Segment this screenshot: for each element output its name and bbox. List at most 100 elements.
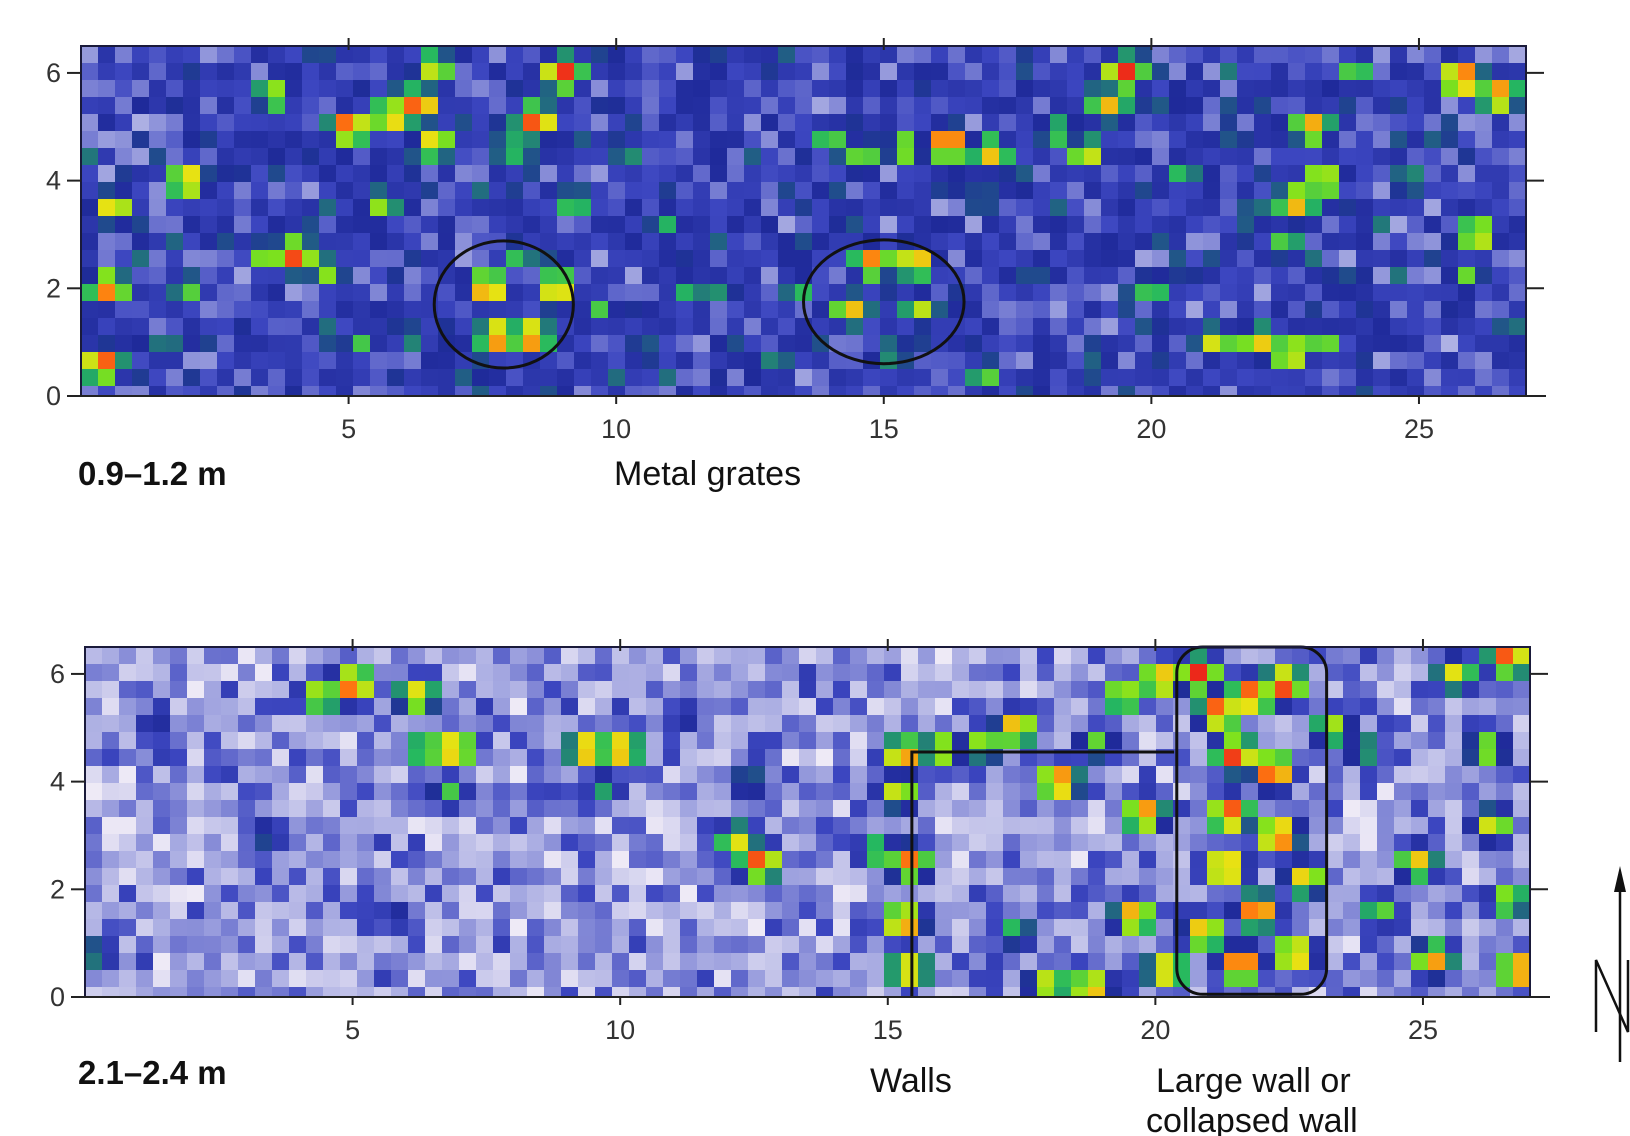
heatmap-cell xyxy=(306,647,324,665)
heatmap-cell xyxy=(625,284,643,302)
heatmap-cell xyxy=(1122,800,1140,818)
heatmap-cell xyxy=(646,749,664,767)
heatmap-cell xyxy=(1390,165,1408,183)
heatmap-cell xyxy=(608,216,626,234)
heatmap-cell xyxy=(204,936,222,954)
heatmap-cell xyxy=(867,698,885,716)
heatmap-cell xyxy=(285,131,303,149)
heatmap-cell xyxy=(1305,386,1323,397)
heatmap-cell xyxy=(1496,647,1514,665)
heatmap-cell xyxy=(1309,902,1327,920)
heatmap-cell xyxy=(986,698,1004,716)
heatmap-cell xyxy=(149,284,167,302)
depth-label: 2.1–2.4 m xyxy=(78,1054,227,1091)
heatmap-cell xyxy=(340,783,358,801)
heatmap-cell xyxy=(183,131,201,149)
heatmap-cell xyxy=(884,664,902,682)
heatmap-cell xyxy=(931,46,949,64)
heatmap-cell xyxy=(1071,851,1089,869)
heatmap-cell xyxy=(799,749,817,767)
heatmap-cell xyxy=(187,919,205,937)
heatmap-cell xyxy=(459,647,477,665)
heatmap-cell xyxy=(523,250,541,268)
heatmap-cell xyxy=(187,868,205,886)
heatmap-cell xyxy=(642,386,660,397)
heatmap-cell xyxy=(523,46,541,64)
heatmap-cell xyxy=(1373,250,1391,268)
heatmap-cell xyxy=(693,284,711,302)
heatmap-cell xyxy=(1071,698,1089,716)
heatmap-cell xyxy=(612,681,630,699)
heatmap-cell xyxy=(880,46,898,64)
heatmap-cell xyxy=(969,885,987,903)
heatmap-cell xyxy=(115,335,133,353)
heatmap-cell xyxy=(591,284,609,302)
heatmap-cell xyxy=(204,902,222,920)
heatmap-cell xyxy=(1394,681,1412,699)
heatmap-cell xyxy=(1241,732,1259,750)
heatmap-cell xyxy=(935,783,953,801)
heatmap-cell xyxy=(1156,715,1174,733)
heatmap-cell xyxy=(1373,267,1391,285)
heatmap-cell xyxy=(425,664,443,682)
heatmap-cell xyxy=(1407,352,1425,370)
heatmap-cell xyxy=(506,148,524,166)
heatmap-cell xyxy=(183,63,201,81)
heatmap-cell xyxy=(986,936,1004,954)
heatmap-cell xyxy=(404,386,422,397)
heatmap-cell xyxy=(697,970,715,988)
heatmap-cell xyxy=(1067,318,1085,336)
heatmap-cell xyxy=(234,131,252,149)
heatmap-cell xyxy=(693,165,711,183)
heatmap-cell xyxy=(897,148,915,166)
heatmap-cell xyxy=(710,182,728,200)
heatmap-cell xyxy=(1224,681,1242,699)
heatmap-cell xyxy=(595,970,613,988)
heatmap-cell xyxy=(1037,953,1055,971)
heatmap-cell xyxy=(897,165,915,183)
heatmap-cell xyxy=(1033,131,1051,149)
heatmap-cell xyxy=(1394,970,1412,988)
heatmap-cell xyxy=(1101,182,1119,200)
heatmap-cell xyxy=(102,834,120,852)
heatmap-cell xyxy=(408,902,426,920)
heatmap-cell xyxy=(574,267,592,285)
heatmap-cell xyxy=(1360,953,1378,971)
heatmap-cell xyxy=(625,165,643,183)
heatmap-cell xyxy=(421,335,439,353)
heatmap-cell xyxy=(302,369,320,387)
heatmap-cell xyxy=(850,698,868,716)
heatmap-cell xyxy=(659,369,677,387)
heatmap-cell xyxy=(510,783,528,801)
heatmap-cell xyxy=(1003,681,1021,699)
heatmap-cell xyxy=(914,250,932,268)
heatmap-cell xyxy=(1309,817,1327,835)
heatmap-cell xyxy=(986,766,1004,784)
heatmap-cell xyxy=(540,369,558,387)
heatmap-cell xyxy=(1101,352,1119,370)
heatmap-cell xyxy=(948,63,966,81)
heatmap-cell xyxy=(846,80,864,98)
heatmap-cell xyxy=(1020,919,1038,937)
heatmap-cell xyxy=(846,369,864,387)
heatmap-cell xyxy=(1016,301,1034,319)
heatmap-cell xyxy=(982,46,1000,64)
heatmap-cell xyxy=(697,664,715,682)
heatmap-cell xyxy=(285,233,303,251)
heatmap-cell xyxy=(98,386,116,397)
heatmap-cell xyxy=(952,953,970,971)
heatmap-cell xyxy=(1101,97,1119,115)
heatmap-cell xyxy=(782,851,800,869)
heatmap-cell xyxy=(319,233,337,251)
heatmap-cell xyxy=(81,318,99,336)
heatmap-cell xyxy=(646,698,664,716)
heatmap-cell xyxy=(391,851,409,869)
heatmap-cell xyxy=(595,868,613,886)
heatmap-cell xyxy=(829,114,847,132)
heatmap-cell xyxy=(1356,216,1374,234)
heatmap-cell xyxy=(544,800,562,818)
heatmap-cell xyxy=(1156,800,1174,818)
heatmap-cell xyxy=(1492,165,1510,183)
heatmap-cell xyxy=(1224,715,1242,733)
heatmap-cell xyxy=(1118,216,1136,234)
